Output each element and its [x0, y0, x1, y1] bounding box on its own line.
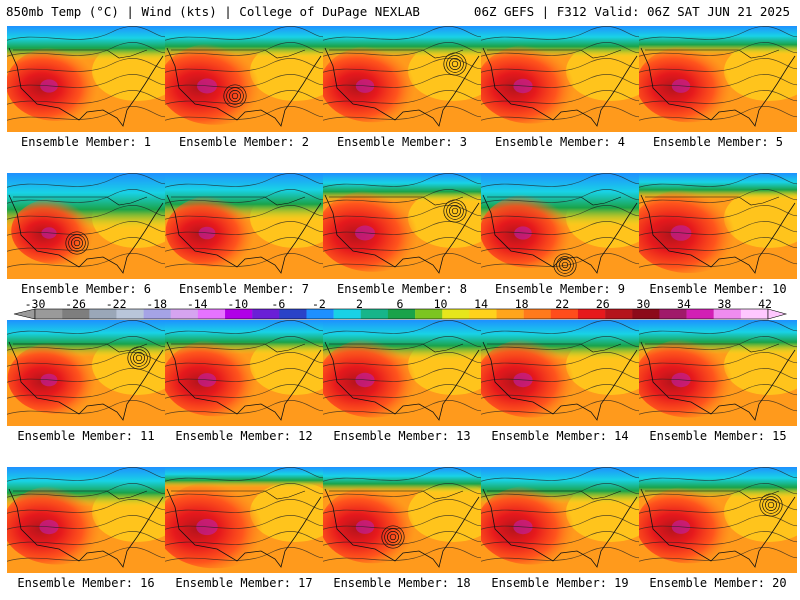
ensemble-member-map	[165, 26, 323, 132]
ensemble-member-map	[323, 173, 481, 279]
colorbar-tick-label: -6	[271, 297, 286, 311]
ensemble-member-label: Ensemble Member: 20	[649, 576, 787, 590]
colorbar-swatch	[577, 309, 606, 319]
ensemble-member-label: Ensemble Member: 12	[175, 429, 313, 443]
ensemble-member-map	[481, 26, 639, 132]
colorbar-tick-label: -30	[24, 297, 46, 311]
colorbar-tick-label: -14	[186, 297, 208, 311]
temperature-colorbar	[13, 308, 788, 320]
colorbar-tick-label: 42	[758, 297, 772, 311]
ensemble-member-label: Ensemble Member: 15	[649, 429, 787, 443]
ensemble-member-label: Ensemble Member: 16	[17, 576, 155, 590]
colorbar-swatch	[605, 309, 633, 319]
ensemble-member-map	[7, 26, 165, 132]
colorbar-swatch	[713, 309, 742, 319]
ensemble-member-label: Ensemble Member: 11	[17, 429, 155, 443]
colorbar-tick-label: 30	[636, 297, 651, 311]
colorbar-swatch	[686, 309, 714, 319]
colorbar-tick-label: 10	[433, 297, 448, 311]
colorbar-swatch	[306, 309, 334, 319]
colorbar-swatch	[360, 309, 389, 319]
colorbar-swatch	[197, 309, 226, 319]
colorbar-swatch	[632, 309, 660, 319]
ensemble-member-map	[639, 467, 797, 573]
colorbar-tick-label: 34	[676, 297, 691, 311]
ensemble-member-map	[481, 173, 639, 279]
colorbar-tick-label: 6	[396, 297, 404, 311]
colorbar-tick-label: -18	[146, 297, 168, 311]
ensemble-member-label: Ensemble Member: 13	[333, 429, 471, 443]
ensemble-member-label: Ensemble Member: 19	[491, 576, 629, 590]
colorbar-swatch	[740, 309, 769, 319]
ensemble-member-map	[481, 467, 639, 573]
ensemble-member-label: Ensemble Member: 8	[336, 282, 468, 296]
colorbar-swatch	[659, 309, 687, 319]
ensemble-member-label: Ensemble Member: 18	[333, 576, 471, 590]
colorbar-swatch	[523, 309, 552, 319]
ensemble-member-map	[7, 467, 165, 573]
colorbar-swatch	[116, 309, 144, 319]
map-title: 850mb Temp (°C) | Wind (kts) | College o…	[6, 4, 420, 19]
colorbar-tick-label: -26	[65, 297, 86, 311]
colorbar-swatch	[89, 309, 117, 319]
colorbar-tick-label: 22	[555, 297, 570, 311]
ensemble-member-label: Ensemble Member: 5	[652, 135, 784, 149]
ensemble-member-map	[639, 320, 797, 426]
ensemble-member-map	[481, 320, 639, 426]
ensemble-member-map	[639, 173, 797, 279]
colorbar-swatch	[415, 309, 443, 319]
colorbar-swatch	[442, 309, 470, 319]
colorbar-swatch	[279, 309, 307, 319]
colorbar-tick-label: -22	[105, 297, 127, 311]
colorbar-swatch	[62, 309, 90, 319]
ensemble-member-map	[165, 320, 323, 426]
ensemble-member-label: Ensemble Member: 2	[178, 135, 310, 149]
colorbar-tick-label: 26	[595, 297, 610, 311]
ensemble-member-label: Ensemble Member: 1	[20, 135, 152, 149]
colorbar-tick-label: -10	[227, 297, 249, 311]
colorbar-swatch	[225, 309, 253, 319]
colorbar-tick-label: 2	[355, 297, 363, 311]
colorbar-tick-labels: -30 -26 -22 -18 -14 -10 -6 -2 2 6 10 14 18 22 26 30 34 38…	[0, 297, 800, 311]
colorbar-tick-label: -2	[311, 297, 326, 311]
colorbar-swatch	[469, 309, 497, 319]
colorbar-swatch	[252, 309, 280, 319]
model-run-valid-time: 06Z GEFS | F312 Valid: 06Z SAT JUN 21 20…	[473, 4, 790, 19]
colorbar-tick-label: 38	[717, 297, 732, 311]
ensemble-member-map	[165, 467, 323, 573]
ensemble-member-label: Ensemble Member: 14	[491, 429, 629, 443]
ensemble-member-map	[323, 467, 481, 573]
ensemble-member-label: Ensemble Member: 3	[336, 135, 468, 149]
ensemble-member-map	[323, 26, 481, 132]
colorbar-max-arrow	[767, 308, 788, 320]
colorbar-swatch	[143, 309, 171, 319]
colorbar-swatch	[333, 309, 361, 319]
ensemble-member-label: Ensemble Member: 7	[178, 282, 310, 296]
ensemble-member-label: Ensemble Member: 6	[20, 282, 152, 296]
colorbar-tick-label: 18	[514, 297, 529, 311]
colorbar-swatch	[170, 309, 199, 319]
colorbar-min-arrow	[13, 308, 36, 320]
ensemble-member-map	[165, 173, 323, 279]
ensemble-member-map	[639, 26, 797, 132]
colorbar-swatch	[550, 309, 579, 319]
ensemble-member-map	[323, 320, 481, 426]
colorbar-swatch	[35, 309, 63, 319]
ensemble-member-label: Ensemble Member: 4	[494, 135, 626, 149]
colorbar-swatch	[496, 309, 524, 319]
ensemble-member-label: Ensemble Member: 9	[494, 282, 626, 296]
ensemble-member-label: Ensemble Member: 17	[175, 576, 313, 590]
ensemble-member-map	[7, 320, 165, 426]
ensemble-member-label: Ensemble Member: 10	[649, 282, 787, 296]
colorbar-swatch	[387, 309, 416, 319]
ensemble-member-map	[7, 173, 165, 279]
colorbar-tick-label: 14	[474, 297, 489, 311]
